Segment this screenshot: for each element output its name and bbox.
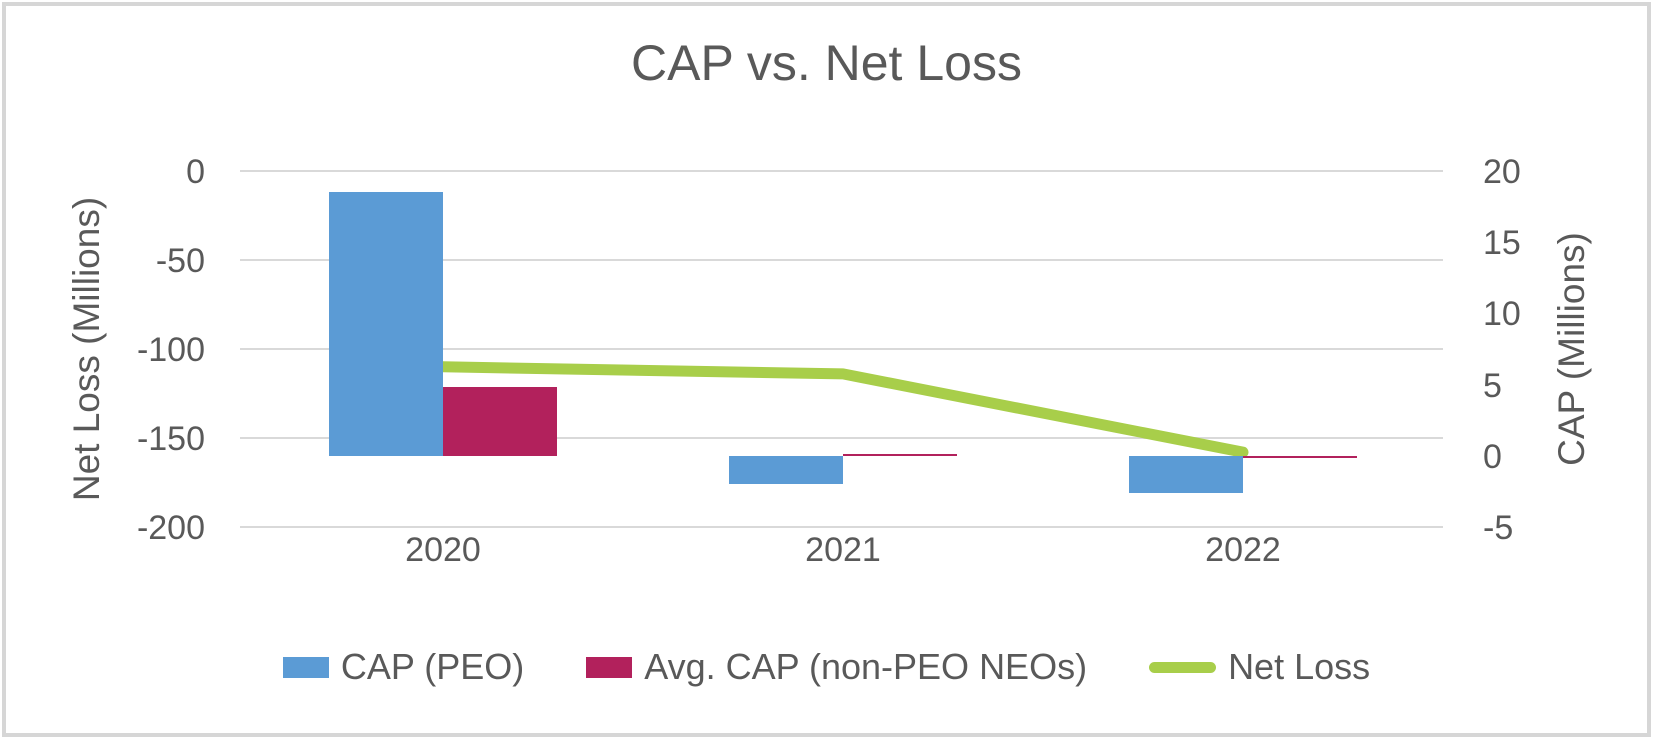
legend-item-avg-cap-non-peo-neos-: Avg. CAP (non-PEO NEOs) [586, 646, 1087, 688]
legend-label: CAP (PEO) [340, 646, 525, 687]
left-axis-tick: -200 [136, 509, 205, 547]
right-axis-tick: 20 [1483, 153, 1521, 191]
legend-line-swatch [1149, 661, 1217, 673]
right-axis-tick: 10 [1483, 295, 1521, 334]
bar-cap-peo--2022 [1129, 455, 1243, 493]
line-series-net-loss [437, 361, 1249, 458]
left-axis-tick: -150 [136, 420, 205, 458]
right-axis-tick: 15 [1483, 224, 1521, 263]
bar-avg-cap-non-peo-neos--2020 [443, 387, 557, 456]
legend-item-cap-peo-: CAP (PEO) [282, 646, 525, 688]
bar-cap-peo--2021 [729, 455, 843, 485]
left-axis-tick: -100 [136, 331, 205, 369]
legend: CAP (PEO) Avg. CAP (non-PEO NEOs) Net Loss [0, 646, 1653, 688]
legend-bar-swatch [282, 656, 329, 678]
gridline [240, 170, 1443, 172]
legend-label: Net Loss [1228, 646, 1371, 687]
bar-avg-cap-non-peo-neos--2021 [843, 454, 957, 457]
gridline [240, 437, 1443, 439]
x-axis-label-2020: 2020 [405, 531, 481, 569]
x-axis-label-2021: 2021 [805, 531, 881, 569]
legend-item-net-loss: Net Loss [1149, 646, 1370, 688]
x-axis-label-2022: 2022 [1205, 531, 1281, 569]
bar-cap-peo--2020 [329, 192, 443, 456]
bar-avg-cap-non-peo-neos--2022 [1243, 455, 1357, 458]
legend-label: Avg. CAP (non-PEO NEOs) [644, 646, 1088, 687]
right-axis-tick: 0 [1483, 437, 1502, 476]
left-axis-tick: 0 [186, 153, 205, 191]
gridline [240, 259, 1443, 261]
gridline [240, 526, 1443, 528]
left-axis-tick: -50 [155, 242, 205, 280]
plot-area [240, 170, 1443, 528]
gridline [240, 348, 1443, 350]
right-axis-tick: 5 [1483, 366, 1502, 405]
legend-bar-swatch [586, 656, 633, 678]
right-axis-tick: -5 [1483, 509, 1514, 547]
chart-title: CAP vs. Net Loss [631, 35, 1022, 91]
